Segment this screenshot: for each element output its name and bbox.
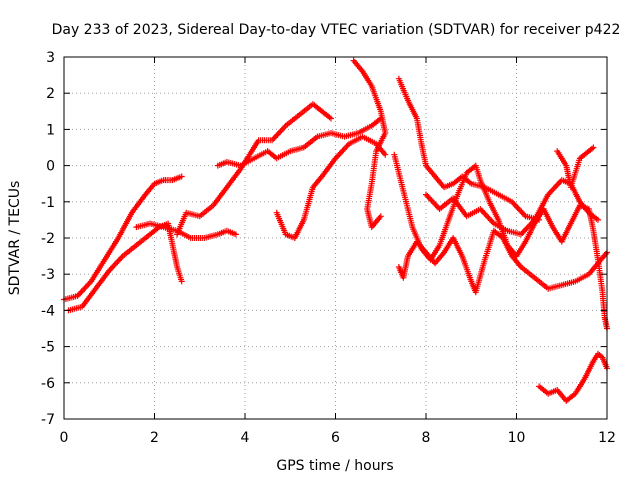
x-tick-label: 0	[60, 430, 69, 446]
series-trace-4	[174, 101, 334, 238]
series-trace-10	[395, 227, 610, 296]
y-tick-labels: 3 2 1 0 -1 -2 -3 -4 -5 -6 -7	[41, 50, 55, 428]
plus-markers	[273, 133, 389, 241]
plus-markers	[536, 350, 610, 404]
plus-markers	[395, 227, 610, 296]
x-tick-label: 6	[331, 430, 340, 446]
grid-lines	[64, 57, 607, 419]
y-tick-label: -7	[41, 412, 55, 428]
axis-ticks	[63, 56, 608, 420]
plus-markers	[540, 202, 610, 332]
series-trace-3	[133, 220, 239, 241]
x-tick-label: 12	[598, 430, 616, 446]
plus-markers	[391, 151, 547, 263]
plus-markers	[554, 144, 597, 191]
data-points	[61, 57, 610, 404]
y-tick-label: 3	[46, 50, 55, 66]
series-trace-1	[61, 173, 185, 303]
x-axis-label: GPS time / hours	[276, 458, 393, 474]
y-axis-label: SDTVAR / TECUs	[7, 181, 23, 296]
y-tick-label: -6	[41, 376, 55, 392]
series-trace-13	[554, 144, 597, 191]
series-trace-14	[536, 350, 610, 404]
plus-markers	[350, 57, 389, 231]
y-tick-label: -5	[41, 340, 55, 356]
plus-markers	[65, 220, 185, 314]
plus-markers	[423, 177, 601, 238]
chart-title: Day 233 of 2023, Sidereal Day-to-day VTE…	[52, 22, 621, 38]
y-tick-label: -1	[41, 195, 55, 211]
x-tick-label: 10	[508, 430, 526, 446]
series-trace-6	[273, 133, 389, 241]
plus-markers	[133, 220, 239, 241]
x-tick-label: 8	[422, 430, 431, 446]
y-tick-label: -2	[41, 231, 55, 247]
y-tick-label: 0	[46, 159, 55, 175]
y-tick-label: -4	[41, 303, 55, 319]
series-trace-2	[65, 220, 185, 314]
x-tick-label: 2	[150, 430, 159, 446]
y-tick-label: 1	[46, 122, 55, 138]
plus-markers	[214, 115, 384, 169]
plus-markers	[174, 101, 334, 238]
x-tick-label: 4	[241, 430, 250, 446]
series-trace-11	[423, 177, 601, 238]
series-trace-5	[214, 115, 384, 169]
x-tick-labels: 0 2 4 6 8 10 12	[60, 430, 616, 446]
series-trace-7	[350, 57, 389, 231]
series-trace-12	[540, 202, 610, 332]
plus-markers	[61, 173, 185, 303]
series-trace-9	[391, 151, 547, 263]
y-tick-label: 2	[46, 86, 55, 102]
plus-markers	[395, 75, 543, 223]
series-trace-8	[395, 75, 543, 223]
y-tick-label: -3	[41, 267, 55, 283]
